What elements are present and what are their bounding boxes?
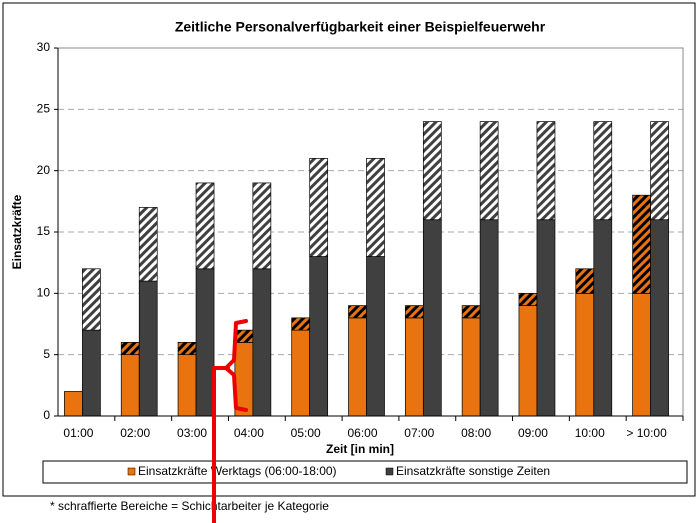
x-tick-label: 09:00 [518, 426, 548, 440]
x-tick-label: 03:00 [177, 426, 207, 440]
legend-box [42, 460, 688, 484]
footnote: * schraffierte Bereiche = Schichtarbeite… [50, 499, 329, 513]
bar-hatched [479, 121, 499, 221]
chart-frame [2, 2, 696, 497]
bar-hatched [291, 317, 311, 331]
legend-swatch [385, 467, 394, 476]
bar [177, 354, 197, 417]
x-axis-title: Zeit [in min] [326, 442, 394, 456]
bar-hatched [575, 268, 595, 294]
y-tick-label: 10 [37, 286, 51, 300]
y-tick-label: 20 [37, 163, 51, 177]
bar [422, 219, 442, 417]
bar-hatched [195, 182, 215, 270]
legend-label: Einsatzkräfte sonstige Zeiten [396, 464, 550, 478]
annotation-bracket [212, 319, 248, 523]
bar [348, 317, 367, 417]
bar-hatched [422, 121, 442, 221]
y-axis-title: Einsatzkräfte [10, 194, 24, 269]
bar [461, 317, 481, 417]
bar-hatched [404, 305, 424, 319]
bar-hatched [177, 342, 197, 356]
bar [366, 256, 385, 417]
legend-swatch [127, 467, 136, 476]
y-tick-label: 5 [43, 347, 50, 361]
chart-title: Zeitliche Personalverfügbarkeit einer Be… [175, 19, 546, 35]
bar [291, 329, 311, 417]
bar [252, 268, 272, 417]
bar [120, 354, 140, 417]
bar-hatched [461, 305, 481, 319]
y-tick-label: 0 [43, 408, 50, 422]
bar-hatched [536, 121, 556, 221]
x-tick-label: 05:00 [291, 426, 321, 440]
bar [593, 219, 613, 417]
bar [479, 219, 499, 417]
bar-hatched [650, 121, 669, 221]
bar [64, 391, 83, 417]
x-tick-label: 10:00 [575, 426, 605, 440]
x-tick-label: 07:00 [404, 426, 434, 440]
x-tick-label: 04:00 [234, 426, 264, 440]
y-tick-label: 25 [37, 102, 51, 116]
bar [138, 280, 158, 417]
x-tick-label: > 10:00 [626, 426, 667, 440]
bar-hatched [593, 121, 613, 221]
bar [632, 292, 651, 417]
x-tick-label: 08:00 [461, 426, 491, 440]
legend-label: Einsatzkräfte Werktags (06:00-18:00) [138, 464, 337, 478]
bar [82, 329, 101, 417]
bar [575, 292, 595, 417]
bar-hatched [348, 305, 367, 319]
x-tick-label: 06:00 [347, 426, 377, 440]
bar [404, 317, 424, 417]
bar [518, 305, 538, 417]
bar-hatched [82, 268, 101, 331]
bar [195, 268, 215, 417]
x-tick-label: 01:00 [63, 426, 93, 440]
bar-hatched [234, 329, 254, 343]
y-tick-label: 15 [37, 224, 51, 238]
y-tick-label: 30 [37, 40, 51, 54]
x-tick-label: 02:00 [120, 426, 150, 440]
bar-hatched [120, 342, 140, 356]
bar [309, 256, 329, 417]
bar-hatched [632, 194, 651, 294]
bar-hatched [252, 182, 272, 270]
bar-hatched [366, 158, 385, 257]
bar-hatched [138, 207, 158, 282]
bar [536, 219, 556, 417]
bar [650, 219, 669, 417]
bar-hatched [309, 158, 329, 257]
bar-hatched [518, 292, 538, 306]
